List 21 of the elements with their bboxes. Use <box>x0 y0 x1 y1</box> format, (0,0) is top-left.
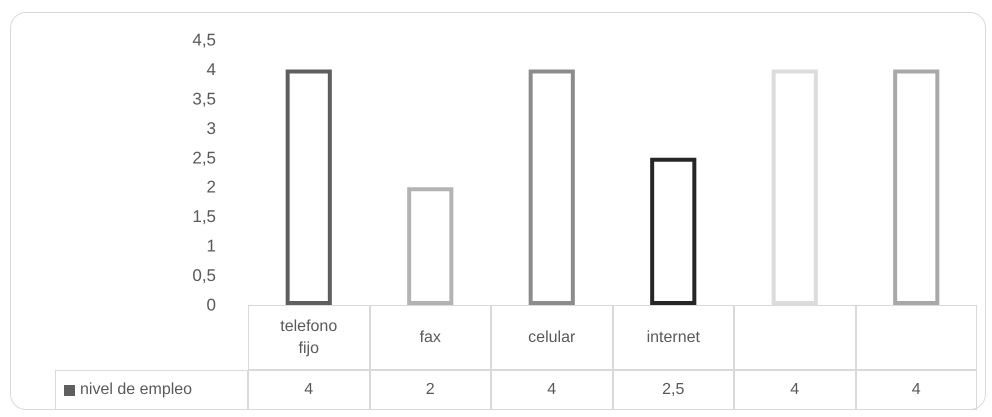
y-tick-label: 2 <box>206 178 216 197</box>
y-tick-label: 1 <box>206 236 216 256</box>
data-label: 4 <box>734 370 856 410</box>
x-tick-label: internet <box>612 305 734 370</box>
x-tick-label: fax <box>370 305 491 370</box>
y-tick-label: 2,5 <box>192 148 216 168</box>
data-label: 2 <box>370 370 491 410</box>
y-tick-label: 3 <box>206 118 216 138</box>
y-tick-label: 3,5 <box>192 89 216 108</box>
data-label: 2,5 <box>612 370 734 410</box>
data-label: 4 <box>491 370 612 410</box>
y-tick-label: 4,5 <box>192 30 216 50</box>
x-tick-label: celular <box>491 305 612 370</box>
y-tick-label: 0 <box>206 296 216 314</box>
y-tick-label: 1,5 <box>192 207 216 226</box>
y-tick-label: 0,5 <box>192 266 216 286</box>
data-label: 4 <box>248 370 370 410</box>
x-tick-label: telefono fijo <box>248 305 370 370</box>
data-label: 4 <box>856 370 977 410</box>
y-tick-label: 4 <box>206 60 216 79</box>
legend-label: nivel de empleo <box>80 380 192 400</box>
